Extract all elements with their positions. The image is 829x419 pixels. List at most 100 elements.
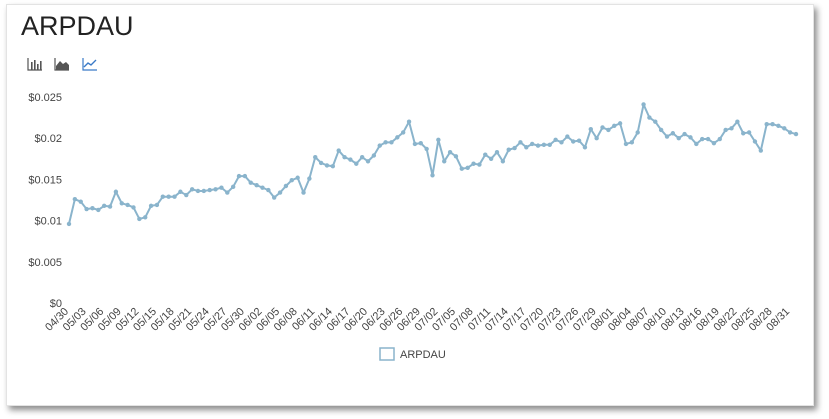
data-point <box>459 166 465 171</box>
data-point <box>342 154 347 160</box>
data-point <box>260 185 265 190</box>
y-tick-label: $0 <box>50 298 62 310</box>
data-point <box>453 154 459 159</box>
data-point <box>553 137 558 143</box>
data-point <box>506 147 511 152</box>
data-point <box>400 130 406 135</box>
data-point <box>647 115 652 120</box>
data-point <box>254 182 259 188</box>
data-point <box>676 136 681 141</box>
y-tick-label: $0.005 <box>28 257 62 269</box>
data-point <box>84 206 89 212</box>
data-point <box>588 126 593 132</box>
data-point <box>230 184 236 190</box>
data-point <box>248 180 253 185</box>
data-point <box>242 173 248 179</box>
data-point <box>529 141 535 147</box>
data-point <box>277 190 283 195</box>
data-point <box>576 138 582 143</box>
data-point <box>518 140 523 145</box>
data-point <box>172 194 177 199</box>
data-point <box>776 123 781 129</box>
data-point <box>682 131 687 137</box>
data-point <box>488 156 494 161</box>
data-point <box>418 140 423 146</box>
data-point <box>635 130 640 135</box>
data-point <box>137 216 142 222</box>
data-point <box>582 145 588 150</box>
data-point <box>90 206 95 211</box>
data-point <box>107 204 113 209</box>
line-chart-icon[interactable] <box>81 56 99 72</box>
data-point <box>512 145 517 151</box>
data-point <box>307 176 312 181</box>
data-point <box>735 119 740 124</box>
data-point <box>236 173 242 179</box>
data-point <box>559 140 564 145</box>
data-point <box>606 127 611 133</box>
data-point <box>166 194 171 199</box>
data-point <box>78 199 83 204</box>
data-point <box>125 202 130 208</box>
data-point <box>617 121 623 126</box>
data-point <box>318 160 324 166</box>
data-point <box>154 202 160 208</box>
data-point <box>500 159 506 164</box>
y-tick-label: $0.015 <box>28 174 62 186</box>
data-point <box>389 140 394 145</box>
data-point <box>787 130 793 135</box>
data-point <box>524 145 529 150</box>
area-chart-icon[interactable] <box>53 56 71 72</box>
data-point <box>629 140 635 145</box>
data-point <box>66 221 72 227</box>
bar-chart-icon[interactable] <box>26 56 44 72</box>
data-point <box>348 157 353 162</box>
data-point <box>178 189 183 194</box>
data-point <box>746 130 752 135</box>
data-point <box>658 127 664 133</box>
data-point <box>653 119 658 124</box>
data-point <box>770 121 775 127</box>
data-point <box>436 137 441 143</box>
data-point <box>565 134 570 139</box>
data-point <box>189 187 195 192</box>
data-point <box>465 165 470 171</box>
data-point <box>723 127 728 133</box>
data-point <box>664 134 670 139</box>
data-point <box>272 195 277 200</box>
data-point <box>395 135 400 140</box>
data-point <box>371 153 377 158</box>
data-point <box>412 141 418 147</box>
data-point <box>705 136 711 142</box>
data-point <box>336 148 341 153</box>
data-point <box>119 201 124 206</box>
legend-label: ARPDAU <box>400 349 446 361</box>
data-point <box>764 121 769 127</box>
data-point <box>96 207 101 213</box>
data-point <box>295 175 300 180</box>
data-point <box>571 139 576 144</box>
data-point <box>289 178 294 183</box>
data-point <box>377 143 382 148</box>
y-tick-label: $0.02 <box>34 133 62 145</box>
data-point <box>535 143 541 148</box>
data-point <box>641 102 646 107</box>
y-tick-label: $0.025 <box>28 92 62 104</box>
data-point <box>447 150 453 155</box>
data-point <box>623 141 629 147</box>
data-point <box>359 154 365 160</box>
chart-card: ARPDAU $0 $0.005 $0.01 $0.015 $0.02 $0.025 <box>6 4 814 406</box>
data-point <box>195 188 201 194</box>
data-point <box>160 194 166 199</box>
data-point <box>694 141 699 147</box>
data-point <box>213 187 218 192</box>
series-line <box>68 103 797 225</box>
data-point <box>741 131 746 136</box>
data-point <box>365 159 371 164</box>
y-tick-label: $0.01 <box>34 216 62 228</box>
data-point <box>782 126 787 131</box>
data-point <box>752 139 758 144</box>
data-point <box>283 183 289 189</box>
data-point <box>219 185 224 190</box>
data-point <box>483 152 488 157</box>
